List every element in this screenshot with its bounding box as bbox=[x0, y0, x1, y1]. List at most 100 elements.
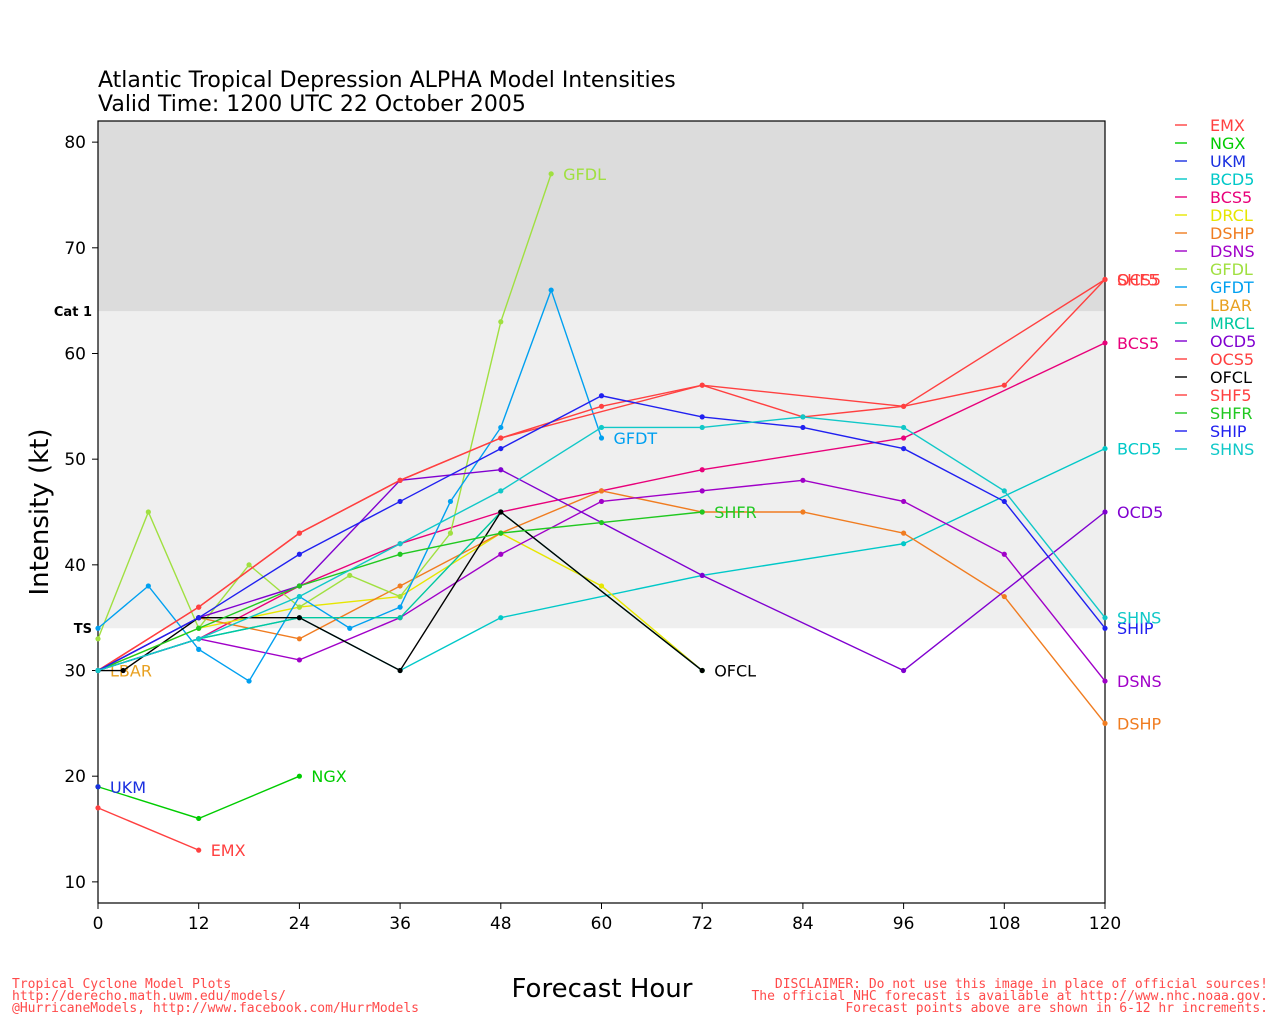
series-point bbox=[196, 646, 202, 652]
series-point bbox=[1102, 615, 1108, 621]
legend-entry: DSHP bbox=[1210, 224, 1255, 243]
series-point bbox=[548, 171, 554, 177]
legend: EMXNGXUKMBCD5BCS5DRCLDSHPDSNSGFDLGFDTLBA… bbox=[1175, 116, 1256, 459]
series-point bbox=[1102, 678, 1108, 684]
legend-entry: DRCL bbox=[1210, 206, 1253, 225]
series-point bbox=[598, 435, 605, 441]
series-point bbox=[1001, 593, 1007, 600]
y-tick-label: 10 bbox=[64, 873, 86, 893]
axes: 0 12 24 36 48 60 72 84 96 108 120 10 20 30 40 50 60 70 80 bbox=[64, 133, 1121, 934]
series-point bbox=[598, 424, 605, 431]
series-ship: SHIP bbox=[95, 393, 1154, 674]
x-tick-label: 24 bbox=[289, 914, 311, 934]
series-point bbox=[901, 498, 907, 505]
series-point bbox=[1102, 509, 1108, 515]
series-point bbox=[296, 604, 302, 610]
series-point bbox=[296, 657, 302, 663]
series-point bbox=[901, 424, 907, 431]
legend-entry: SHF5 bbox=[1210, 386, 1252, 405]
chart-title: Atlantic Tropical Depression ALPHA Model… bbox=[98, 68, 676, 93]
series-end-label: BCD5 bbox=[1117, 440, 1161, 459]
x-tick-label: 120 bbox=[1089, 914, 1121, 934]
series-end-label: OCS5 bbox=[1117, 271, 1161, 290]
series-shfr: SHFR bbox=[95, 503, 757, 674]
band-cat-1 bbox=[98, 121, 1105, 312]
series-point bbox=[196, 625, 202, 631]
band-ts bbox=[98, 311, 1105, 629]
x-tick-label: 72 bbox=[691, 914, 713, 934]
series-point bbox=[699, 414, 705, 420]
series-point bbox=[1102, 625, 1108, 631]
series-end-label: SHF5 bbox=[1117, 271, 1159, 290]
series-point bbox=[120, 667, 126, 674]
x-tick-label: 60 bbox=[591, 914, 613, 934]
series-point bbox=[699, 509, 705, 515]
legend-entry: DSNS bbox=[1210, 242, 1255, 261]
series-point bbox=[447, 530, 454, 536]
x-tick-label: 108 bbox=[988, 914, 1020, 934]
series-point bbox=[1102, 276, 1108, 283]
series-ukm: UKM bbox=[95, 778, 146, 797]
x-axis-label: Forecast Hour bbox=[512, 974, 693, 1004]
series-point bbox=[901, 445, 907, 452]
series-point bbox=[498, 530, 504, 536]
series-point bbox=[800, 477, 806, 483]
series-point bbox=[498, 488, 504, 494]
series-end-label: UKM bbox=[110, 778, 146, 797]
y-tick-label: 30 bbox=[64, 662, 86, 682]
series-ngx: NGX bbox=[95, 767, 347, 822]
series-point bbox=[296, 615, 302, 621]
series-point bbox=[598, 488, 605, 494]
legend-entry: MRCL bbox=[1210, 314, 1254, 333]
series-point bbox=[95, 667, 101, 674]
series-point bbox=[498, 467, 504, 473]
footer-left-line-2: http://derecho.math.uwm.edu/models/ bbox=[12, 989, 286, 1004]
series-end-label: SHNS bbox=[1117, 609, 1161, 628]
series-point bbox=[196, 636, 202, 642]
y-tick-label: 70 bbox=[64, 239, 86, 259]
footer-left-line-3: @HurricaneModels, http://www.facebook.co… bbox=[12, 1001, 419, 1016]
series-end-label: OFCL bbox=[714, 662, 756, 681]
series-end-label: GFDT bbox=[614, 429, 658, 448]
series-point bbox=[498, 435, 504, 441]
legend-entry: SHFR bbox=[1210, 404, 1253, 423]
series-point bbox=[1102, 445, 1108, 452]
series-point bbox=[498, 551, 504, 557]
legend-entry: OCD5 bbox=[1210, 332, 1256, 351]
series-point bbox=[598, 393, 605, 399]
series-point bbox=[699, 467, 705, 473]
series-point bbox=[800, 509, 806, 515]
footer-right: DISCLAIMER: Do not use this image in pla… bbox=[751, 977, 1268, 1016]
legend-entry: EMX bbox=[1210, 116, 1245, 135]
series-point bbox=[901, 435, 907, 441]
series-point bbox=[246, 562, 252, 568]
series-point bbox=[699, 572, 705, 579]
series-point bbox=[498, 509, 504, 515]
series-line bbox=[97, 173, 552, 640]
band-label: TS bbox=[74, 622, 92, 637]
series-point bbox=[397, 498, 403, 505]
x-tick-label: 12 bbox=[188, 914, 210, 934]
series-point bbox=[145, 509, 151, 515]
footer-right-line-3: Forecast points above are shown in 6-12 … bbox=[845, 1001, 1268, 1016]
y-tick-label: 40 bbox=[64, 556, 86, 576]
series-point bbox=[246, 678, 252, 684]
series-point bbox=[397, 551, 403, 557]
series-point bbox=[901, 530, 907, 536]
series-point bbox=[95, 636, 101, 642]
legend-entry: OCS5 bbox=[1210, 350, 1254, 369]
series-point bbox=[296, 593, 302, 600]
series-point bbox=[397, 477, 403, 483]
series-point bbox=[296, 551, 302, 557]
series-point bbox=[95, 625, 101, 631]
series-point bbox=[196, 604, 202, 610]
series-point bbox=[397, 541, 403, 547]
x-tick-label: 0 bbox=[93, 914, 104, 934]
series-point bbox=[699, 488, 705, 494]
series-point bbox=[699, 424, 705, 431]
chart-subtitle: Valid Time: 1200 UTC 22 October 2005 bbox=[98, 92, 526, 117]
footer-left-line-1: Tropical Cyclone Model Plots bbox=[12, 977, 231, 992]
series-end-label: GFDL bbox=[563, 165, 606, 184]
series-point bbox=[296, 583, 302, 589]
series-end-label: OCD5 bbox=[1117, 503, 1163, 522]
